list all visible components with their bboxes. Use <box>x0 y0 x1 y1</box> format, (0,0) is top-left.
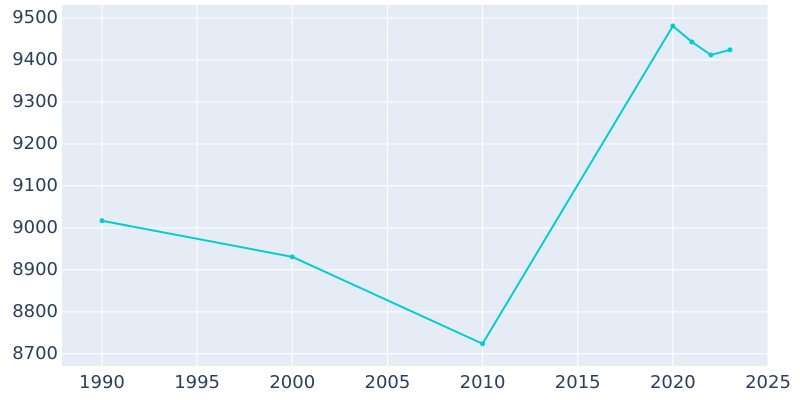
x-tick-label: 2000 <box>269 372 315 393</box>
y-tick-label: 8900 <box>12 259 58 280</box>
y-tick-label: 9500 <box>12 7 58 28</box>
x-tick-label: 1995 <box>174 372 220 393</box>
y-tick-label: 9000 <box>12 217 58 238</box>
point <box>480 341 486 347</box>
y-tick-label: 9400 <box>12 49 58 70</box>
point <box>99 218 105 224</box>
x-tick-label: 2005 <box>365 372 411 393</box>
y-tick-label: 8800 <box>12 301 58 322</box>
point <box>670 23 676 29</box>
x-tick-label: 2025 <box>745 372 791 393</box>
point <box>727 47 733 53</box>
point <box>689 39 695 45</box>
y-tick-label: 9100 <box>12 175 58 196</box>
y-tick-label: 9300 <box>12 91 58 112</box>
x-tick-label: 2010 <box>460 372 506 393</box>
y-tick-label: 8700 <box>12 343 58 364</box>
point <box>289 254 295 260</box>
y-tick-label: 9200 <box>12 133 58 154</box>
x-tick-label: 2015 <box>555 372 601 393</box>
x-tick-label: 1990 <box>79 372 125 393</box>
x-tick-label: 2020 <box>650 372 696 393</box>
point <box>708 52 714 58</box>
